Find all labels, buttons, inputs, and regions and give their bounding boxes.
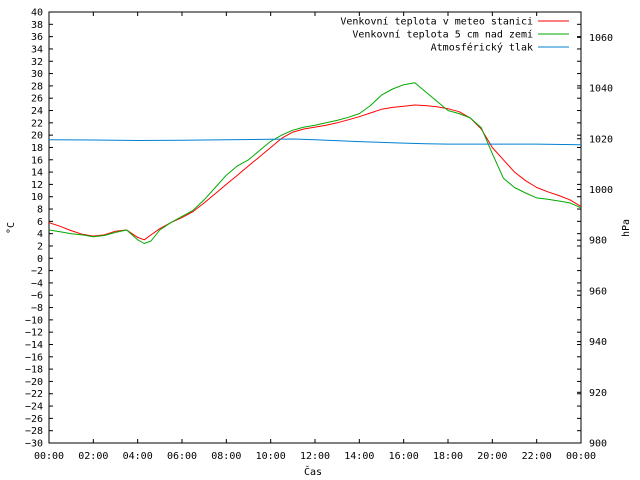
y-axis-title: °C	[6, 222, 17, 234]
y-tick-label: 28	[31, 81, 43, 92]
y-tick-label: 2	[37, 241, 43, 252]
series-line-3	[48, 138, 582, 146]
x-tick-label: 18:00	[433, 451, 463, 462]
legend-label-2: Venkovní teplota 5 cm nad zemí	[352, 29, 533, 41]
y-tick-label: 18	[31, 143, 43, 154]
legend-label-3: Atmosférický tlak	[431, 42, 533, 54]
y-tick-label: 26	[31, 94, 43, 105]
y-tick-label: −12	[25, 328, 43, 339]
y-tick-label: −18	[25, 365, 43, 376]
x-tick-label: 06:00	[167, 451, 197, 462]
y-tick-label: 22	[31, 118, 43, 129]
x-tick-label: 14:00	[344, 451, 374, 462]
y2-axis-title: hPa	[621, 219, 632, 237]
y-tick-label: 16	[31, 155, 43, 166]
y-tick-label: 38	[31, 20, 43, 31]
y-tick-label: −24	[25, 402, 43, 413]
y2-tick-label: 1020	[589, 134, 613, 145]
y2-tick-label: 1040	[589, 84, 613, 95]
y-tick-label: −16	[25, 352, 43, 363]
y-tick-label: 20	[31, 131, 43, 142]
y2-tick-label: 940	[589, 337, 607, 348]
y-tick-label: 14	[31, 168, 43, 179]
series-line-2	[48, 82, 582, 244]
y2-tick-label: 960	[589, 286, 607, 297]
y-tick-label: 6	[37, 217, 43, 228]
x-tick-label: 22:00	[522, 451, 552, 462]
x-tick-label: 00:00	[34, 451, 64, 462]
x-tick-label: 04:00	[123, 451, 153, 462]
y-tick-label: 4	[37, 229, 43, 240]
y-tick-label: −2	[31, 266, 43, 277]
y-tick-label: −8	[31, 303, 43, 314]
y-tick-label: −14	[25, 340, 43, 351]
y-tick-label: −6	[31, 291, 43, 302]
y-tick-label: 30	[31, 69, 43, 80]
y-tick-label: 12	[31, 180, 43, 191]
x-tick-label: 20:00	[477, 451, 507, 462]
y2-tick-label: 1000	[589, 185, 613, 196]
y-tick-label: −20	[25, 377, 43, 388]
y2-tick-label: 980	[589, 236, 607, 247]
y-tick-label: 36	[31, 32, 43, 43]
y-tick-label: 32	[31, 57, 43, 68]
y2-tick-label: 920	[589, 388, 607, 399]
y-tick-label: 10	[31, 192, 43, 203]
y-tick-label: −26	[25, 414, 43, 425]
y-tick-label: 8	[37, 205, 43, 216]
y-tick-label: 0	[37, 254, 43, 265]
y-tick-label: −10	[25, 315, 43, 326]
y-tick-label: −4	[31, 278, 43, 289]
y-tick-label: −22	[25, 389, 43, 400]
y-tick-label: 24	[31, 106, 43, 117]
x-tick-label: 10:00	[256, 451, 286, 462]
y2-tick-label: 900	[589, 439, 607, 450]
x-tick-label: 16:00	[389, 451, 419, 462]
x-tick-label: 12:00	[300, 451, 330, 462]
x-tick-label: 00:00	[566, 451, 596, 462]
y-tick-label: 40	[31, 8, 43, 19]
x-tick-label: 02:00	[78, 451, 108, 462]
y2-tick-label: 1060	[589, 33, 613, 44]
y-tick-label: −30	[25, 439, 43, 450]
plot-frame	[48, 11, 582, 444]
y-tick-label: −28	[25, 426, 43, 437]
x-tick-label: 08:00	[211, 451, 241, 462]
y-tick-label: 34	[31, 44, 43, 55]
legend-label-1: Venkovní teplota v meteo stanici	[340, 16, 533, 28]
x-axis-title: Čas	[304, 465, 322, 478]
